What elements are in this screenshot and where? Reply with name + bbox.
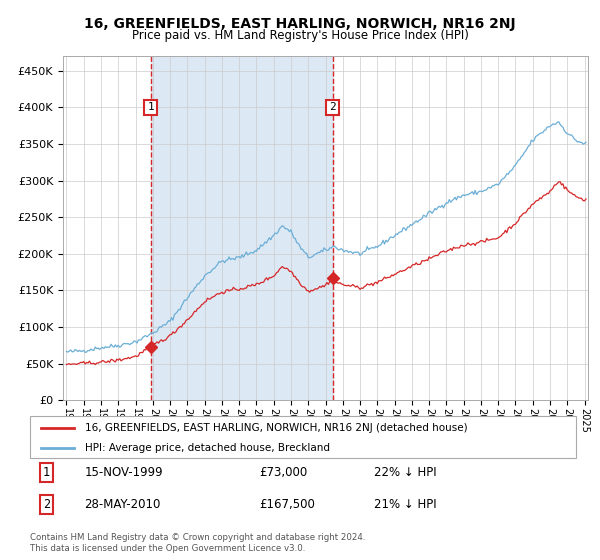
Bar [151, 56, 332, 400]
Text: 28-MAY-2010: 28-MAY-2010 [85, 498, 161, 511]
Text: HPI: Average price, detached house, Breckland: HPI: Average price, detached house, Brec… [85, 442, 329, 452]
FancyBboxPatch shape [30, 416, 576, 458]
Text: 21% ↓ HPI: 21% ↓ HPI [374, 498, 437, 511]
Text: 1: 1 [43, 466, 50, 479]
Text: 16, GREENFIELDS, EAST HARLING, NORWICH, NR16 2NJ (detached house): 16, GREENFIELDS, EAST HARLING, NORWICH, … [85, 423, 467, 433]
Text: 2: 2 [43, 498, 50, 511]
Text: Price paid vs. HM Land Registry's House Price Index (HPI): Price paid vs. HM Land Registry's House … [131, 29, 469, 42]
Text: 22% ↓ HPI: 22% ↓ HPI [374, 466, 437, 479]
Text: 1: 1 [147, 102, 154, 113]
Text: Contains HM Land Registry data © Crown copyright and database right 2024.
This d: Contains HM Land Registry data © Crown c… [30, 533, 365, 553]
Text: £73,000: £73,000 [259, 466, 308, 479]
Text: 15-NOV-1999: 15-NOV-1999 [85, 466, 163, 479]
Text: £167,500: £167,500 [259, 498, 315, 511]
Text: 2: 2 [329, 102, 336, 113]
Text: 16, GREENFIELDS, EAST HARLING, NORWICH, NR16 2NJ: 16, GREENFIELDS, EAST HARLING, NORWICH, … [84, 17, 516, 31]
